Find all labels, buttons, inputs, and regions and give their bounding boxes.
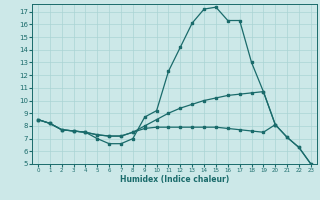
X-axis label: Humidex (Indice chaleur): Humidex (Indice chaleur) bbox=[120, 175, 229, 184]
